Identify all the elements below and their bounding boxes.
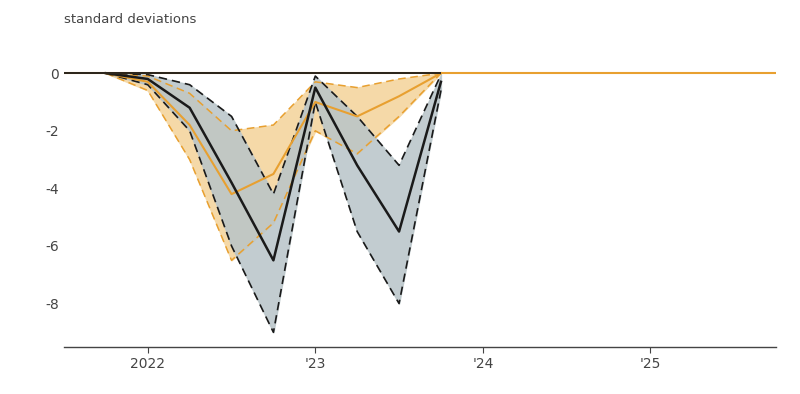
Text: standard deviations: standard deviations bbox=[64, 13, 196, 26]
